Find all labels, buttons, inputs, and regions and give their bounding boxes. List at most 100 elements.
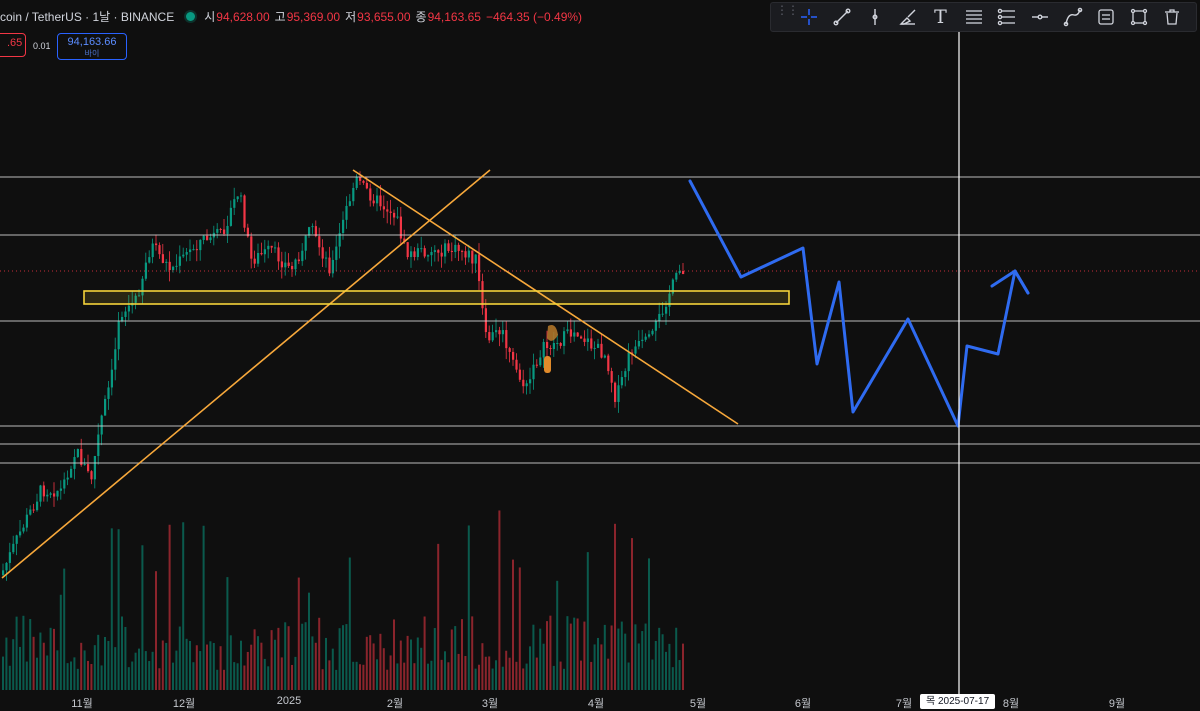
volume-bar xyxy=(270,630,273,690)
volume-bar xyxy=(546,621,548,690)
volume-bar xyxy=(267,666,270,690)
open-value: 94,628.00 xyxy=(216,9,270,24)
volume-bar xyxy=(454,626,457,690)
projection-path[interactable] xyxy=(688,179,1030,428)
drag-handle-icon[interactable]: ⋮⋮ xyxy=(776,3,799,17)
volume-bar xyxy=(321,669,324,690)
candle-body xyxy=(484,308,487,333)
candle-body xyxy=(658,313,661,322)
candle-body xyxy=(542,341,545,358)
horizontal-levels[interactable] xyxy=(0,176,1200,464)
volume-bar xyxy=(280,657,283,690)
sell-button[interactable]: .65 xyxy=(0,33,26,57)
candle-body xyxy=(121,316,124,322)
change-value: −464.35 (−0.49%) xyxy=(485,9,583,24)
parallel-channel-tool[interactable] xyxy=(990,3,1023,31)
candle-body xyxy=(226,225,229,234)
candle-body xyxy=(654,321,657,331)
crosshair-tool[interactable] xyxy=(792,3,825,31)
volume-bar xyxy=(372,643,375,690)
candle-body xyxy=(512,351,515,360)
candle-body xyxy=(185,252,188,255)
path-tool[interactable] xyxy=(1056,3,1089,31)
candle-body xyxy=(182,254,185,257)
candle-body xyxy=(386,209,389,212)
volume-bar xyxy=(413,663,416,690)
delete-tool[interactable] xyxy=(1155,3,1188,31)
drawing-toolbar: ⋮⋮ T xyxy=(770,2,1197,32)
candle-body xyxy=(382,206,385,210)
volume-bar xyxy=(597,637,599,690)
candle-body xyxy=(559,342,562,346)
candle-body xyxy=(308,227,311,236)
horizontal-ray-icon xyxy=(1031,14,1048,20)
candle-body xyxy=(359,177,362,181)
candle-body xyxy=(576,332,579,337)
candle-body xyxy=(90,471,93,480)
measure-tool[interactable] xyxy=(1089,3,1122,31)
candle-body xyxy=(93,456,96,480)
candle-body xyxy=(447,243,450,251)
volume-bar xyxy=(260,642,263,690)
candle-body xyxy=(355,177,358,188)
volume-bar xyxy=(331,648,334,690)
open-label: 시 xyxy=(204,10,216,24)
candle-body xyxy=(352,187,355,202)
trend-line-tool[interactable] xyxy=(825,3,858,31)
candle-body xyxy=(274,247,277,249)
candle-body xyxy=(535,364,538,366)
rectangle-tool[interactable] xyxy=(1122,3,1155,31)
text-tool[interactable]: T xyxy=(924,3,957,31)
volume-bar xyxy=(399,640,402,690)
volume-bar xyxy=(416,637,419,690)
candle-body xyxy=(5,562,8,571)
volume-bar xyxy=(294,656,297,690)
candle-body xyxy=(631,352,634,354)
volume-bar xyxy=(505,650,508,690)
candle-body xyxy=(433,250,436,252)
low-value: 93,655.00 xyxy=(357,9,411,24)
time-axis-label: 11월 xyxy=(71,698,93,710)
candle-body xyxy=(569,329,572,337)
candle-body xyxy=(488,332,491,341)
candle-body xyxy=(413,251,416,258)
candle-body xyxy=(219,228,222,230)
candle-body xyxy=(651,330,654,335)
volume-bar xyxy=(450,629,453,690)
fib-retracement-tool[interactable] xyxy=(957,3,990,31)
vertical-line-icon xyxy=(871,9,877,25)
low-label: 저 xyxy=(345,10,357,24)
candle-body xyxy=(66,477,69,480)
volume-bar xyxy=(386,669,389,690)
volume-bar xyxy=(444,651,446,690)
trendlines[interactable] xyxy=(1,169,739,579)
candle-body xyxy=(440,252,443,257)
candle-body xyxy=(2,570,5,575)
symbol-title[interactable]: coin / TetherUS · 1날 · BINANCE xyxy=(0,10,175,24)
candle-body xyxy=(566,329,569,332)
volume-bar xyxy=(165,642,168,690)
candle-body xyxy=(236,196,239,200)
candle-body xyxy=(335,246,338,260)
time-axis-label: 2025 xyxy=(276,695,302,707)
candle-body xyxy=(318,236,321,248)
volume-bars xyxy=(2,510,684,690)
candle-body xyxy=(597,343,600,348)
candle-body xyxy=(240,195,243,197)
buy-button[interactable]: 94,163.66 바이 xyxy=(57,33,127,60)
volume-bar xyxy=(481,643,484,690)
candle-body xyxy=(114,349,117,370)
candle-body xyxy=(127,305,130,312)
candle-body xyxy=(665,306,668,314)
volume-bar xyxy=(583,621,586,690)
horizontal-ray-tool[interactable] xyxy=(1023,3,1056,31)
price-zone[interactable] xyxy=(83,290,790,305)
vertical-line-tool[interactable] xyxy=(858,3,891,31)
volume-bar xyxy=(566,616,569,690)
candle-body xyxy=(287,262,290,266)
candle-body xyxy=(314,226,317,237)
volume-bar xyxy=(304,622,307,690)
brush-tool[interactable] xyxy=(891,3,924,31)
volume-bar xyxy=(100,665,103,690)
